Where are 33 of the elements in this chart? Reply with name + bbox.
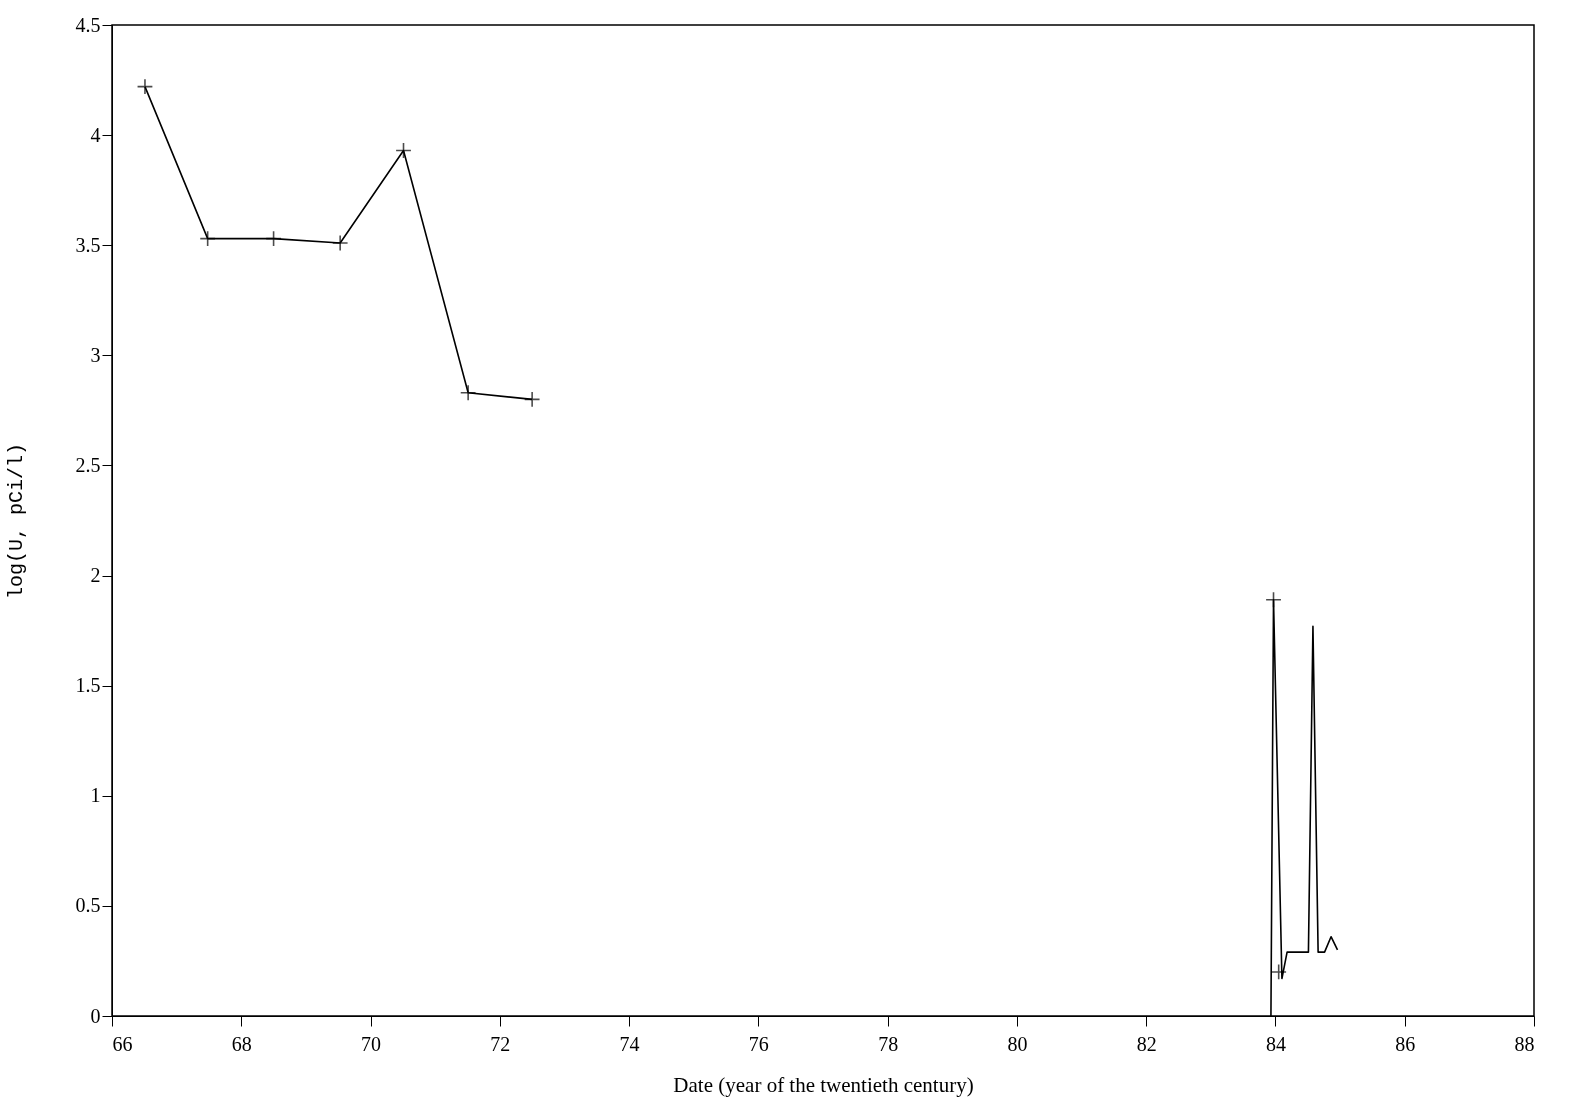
x-tick-label: 68 xyxy=(231,1032,252,1055)
y-tick-label: 0 xyxy=(90,1004,101,1027)
y-tick-label: 3 xyxy=(90,343,101,366)
y-tick-label: 1.5 xyxy=(75,674,101,697)
x-tick-label: 82 xyxy=(1136,1032,1157,1055)
point xyxy=(1265,591,1282,608)
x-tick-label: 80 xyxy=(1007,1032,1028,1055)
x-tick-label: 74 xyxy=(619,1032,640,1055)
point xyxy=(265,230,282,247)
y-tick-label: 0.5 xyxy=(75,894,101,917)
x-tick-label: 86 xyxy=(1395,1032,1416,1055)
x-tick-label: 76 xyxy=(748,1032,769,1055)
x-tick-label: 84 xyxy=(1265,1032,1286,1055)
y-tick-label: 4 xyxy=(90,123,101,146)
point xyxy=(459,384,477,401)
x-axis-title: Date (year of the twentieth century) xyxy=(673,1072,974,1097)
point xyxy=(523,391,541,408)
point xyxy=(136,78,154,95)
y-tick-label: 2.5 xyxy=(75,453,101,476)
y-tick-label: 2 xyxy=(90,564,101,587)
x-tick-label: 70 xyxy=(361,1032,382,1055)
point xyxy=(1270,963,1287,981)
point xyxy=(331,234,349,252)
point xyxy=(395,142,412,159)
y-tick-label: 3.5 xyxy=(75,233,101,256)
x-tick-label: 66 xyxy=(112,1032,133,1055)
y-axis-title: log(U, pCi/l) xyxy=(4,442,28,600)
y-tick-label: 4.5 xyxy=(75,13,101,36)
y-tick-label: 1 xyxy=(90,784,101,807)
point xyxy=(199,230,216,247)
x-tick-label: 78 xyxy=(878,1032,899,1055)
x-tick-label: 88 xyxy=(1514,1032,1535,1055)
x-tick-label: 72 xyxy=(490,1032,511,1055)
